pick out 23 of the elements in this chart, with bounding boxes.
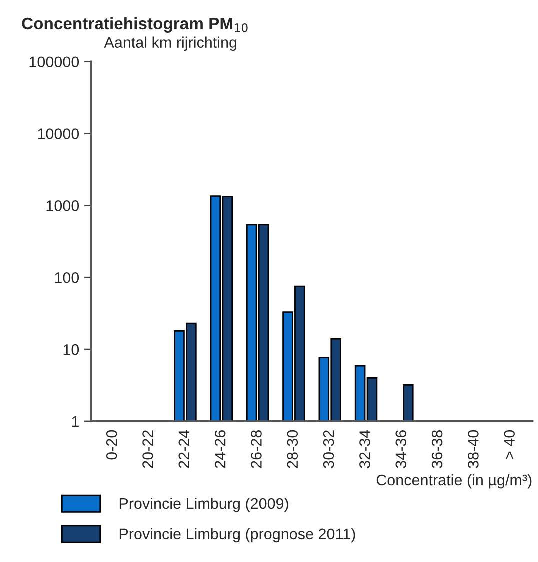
x-tick-label: 22-24 xyxy=(178,430,190,468)
y-tick-label: 100 xyxy=(55,272,80,284)
x-tick-label: 36-38 xyxy=(432,430,443,468)
legend-label: Provincie Limburg (2009) xyxy=(120,498,288,512)
x-tick-label: 34-36 xyxy=(396,430,407,468)
y-tick-label: 1000 xyxy=(46,200,80,212)
x-tick-label: 30-32 xyxy=(323,430,334,468)
y-tick-label: 100000 xyxy=(30,56,80,68)
x-axis-title: Concentratie (in µg/m³) xyxy=(376,474,532,489)
y-tick-label: 10 xyxy=(64,344,80,356)
chart-title: Concentratiehistogram PM$_{10}$ xyxy=(22,17,248,33)
x-tick-label: 28-30 xyxy=(287,430,298,468)
legend-label: Provincie Limburg (prognose 2011) xyxy=(120,528,356,543)
x-tick-label: 38-40 xyxy=(468,430,479,468)
y-tick-label: 1 xyxy=(72,416,79,428)
x-tick-label: 20-22 xyxy=(142,430,154,468)
x-tick-label: > 40 xyxy=(504,430,516,460)
x-tick-label: 24-26 xyxy=(214,430,226,468)
x-tick-label: 0-20 xyxy=(106,430,118,460)
y-axis-title: Aantal km rijrichting xyxy=(104,36,237,52)
x-tick-label: 32-34 xyxy=(360,430,370,468)
y-tick-label: 10000 xyxy=(38,128,80,140)
x-tick-label: 26-28 xyxy=(251,430,262,468)
